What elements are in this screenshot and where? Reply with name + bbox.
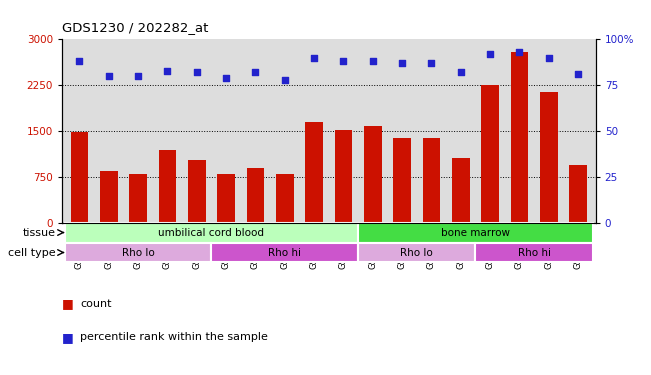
- Text: ■: ■: [62, 297, 77, 310]
- Point: [514, 49, 525, 55]
- Bar: [481, 85, 499, 222]
- Point: [339, 58, 349, 64]
- Bar: [335, 130, 352, 222]
- Text: GDS1230 / 202282_at: GDS1230 / 202282_at: [62, 21, 208, 34]
- Bar: [217, 174, 235, 222]
- Point: [573, 71, 583, 77]
- Point: [485, 51, 495, 57]
- Bar: [358, 243, 475, 262]
- Point: [133, 73, 143, 79]
- Text: Rho hi: Rho hi: [268, 248, 301, 258]
- Bar: [305, 122, 323, 222]
- Point: [250, 69, 260, 75]
- Bar: [130, 174, 147, 222]
- Text: count: count: [80, 299, 111, 309]
- Point: [104, 73, 114, 79]
- Bar: [276, 174, 294, 222]
- Bar: [475, 243, 592, 262]
- Text: ■: ■: [62, 331, 77, 344]
- Point: [426, 60, 437, 66]
- Bar: [569, 165, 587, 222]
- Text: Rho lo: Rho lo: [122, 248, 154, 258]
- Bar: [364, 126, 381, 222]
- Point: [456, 69, 466, 75]
- Text: umbilical cord blood: umbilical cord blood: [158, 228, 264, 237]
- Bar: [393, 138, 411, 222]
- Point: [191, 69, 202, 75]
- Text: Rho lo: Rho lo: [400, 248, 433, 258]
- Bar: [510, 52, 528, 222]
- Bar: [65, 222, 358, 243]
- Bar: [188, 160, 206, 222]
- Text: Rho hi: Rho hi: [518, 248, 551, 258]
- Bar: [100, 171, 118, 222]
- Text: tissue: tissue: [23, 228, 56, 237]
- Text: cell type: cell type: [8, 248, 56, 258]
- Bar: [71, 132, 89, 222]
- Bar: [358, 222, 592, 243]
- Bar: [247, 168, 264, 222]
- Bar: [540, 93, 557, 222]
- Point: [74, 58, 85, 64]
- Point: [221, 75, 231, 81]
- Point: [279, 76, 290, 82]
- Bar: [212, 243, 358, 262]
- Bar: [452, 158, 469, 222]
- Point: [162, 68, 173, 74]
- Point: [397, 60, 408, 66]
- Bar: [159, 150, 176, 222]
- Text: bone marrow: bone marrow: [441, 228, 510, 237]
- Point: [309, 55, 319, 61]
- Point: [544, 55, 554, 61]
- Text: percentile rank within the sample: percentile rank within the sample: [80, 333, 268, 342]
- Bar: [65, 243, 212, 262]
- Point: [368, 58, 378, 64]
- Bar: [422, 138, 440, 222]
